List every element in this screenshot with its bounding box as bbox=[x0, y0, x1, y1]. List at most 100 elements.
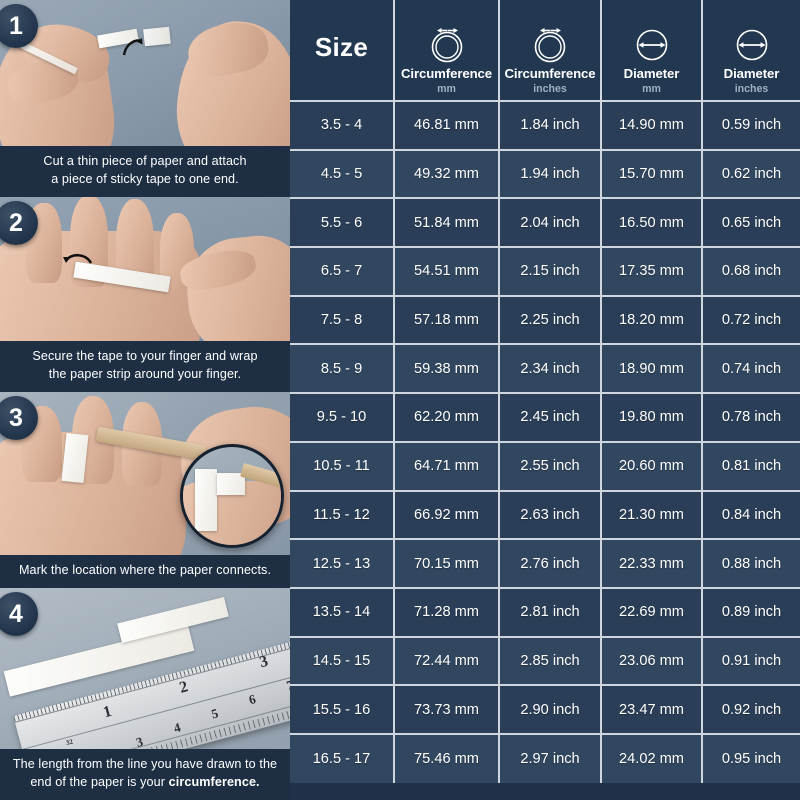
step-panel-1: Cut a thin piece of paper and attach a p… bbox=[0, 0, 290, 197]
cell-circumference_inches: 2.90 inch bbox=[500, 686, 602, 735]
cell-circumference_mm: 66.92 mm bbox=[395, 491, 500, 541]
cell-diameter_mm: 14.90 mm bbox=[602, 102, 703, 151]
step-caption-2-line1: Secure the tape to your finger and wrap bbox=[32, 349, 258, 364]
table-row: 9.5 - 10 62.20 mm 2.45 inch 19.80 mm 0.78 in… bbox=[290, 394, 800, 443]
column-header-circumference-mm: Circumference mm bbox=[395, 0, 500, 102]
step-number-badge-1: 1 bbox=[0, 4, 38, 48]
cell-circumference_mm: 57.18 mm bbox=[395, 296, 500, 346]
ruler-num-5b: 5 bbox=[209, 705, 220, 722]
cell-diameter_mm: 19.80 mm bbox=[602, 394, 703, 443]
cell-circumference_mm: 46.81 mm bbox=[395, 102, 500, 151]
cell-diameter_inches: 0.88 inch bbox=[703, 540, 800, 589]
curved-arrow-icon bbox=[120, 36, 146, 61]
cell-circumference_inches: 2.15 inch bbox=[500, 248, 602, 297]
step-panel-3: Mark the location where the paper connec… bbox=[0, 392, 290, 588]
cell-diameter_mm: 23.06 mm bbox=[602, 637, 703, 687]
cell-circumference_mm: 64.71 mm bbox=[395, 442, 500, 492]
cell-diameter_inches: 0.91 inch bbox=[703, 637, 800, 687]
step-panel-4: 32 1 2 3 1 2 3 4 5 6 7 The length from t… bbox=[0, 588, 290, 800]
table-row: 3.5 - 4 46.81 mm 1.84 inch 14.90 mm 0.59 inc… bbox=[290, 102, 800, 151]
cell-diameter_inches: 0.62 inch bbox=[703, 150, 800, 200]
cell-circumference_inches: 2.34 inch bbox=[500, 345, 602, 395]
cell-diameter_inches: 0.78 inch bbox=[703, 394, 800, 443]
circumference-icon bbox=[426, 25, 468, 65]
cell-size: 15.5 - 16 bbox=[290, 686, 395, 735]
diameter-icon bbox=[631, 25, 673, 65]
column-unit: mm bbox=[642, 82, 661, 95]
table-row: 12.5 - 13 70.15 mm 2.76 inch 22.33 mm 0.88 i… bbox=[290, 540, 800, 589]
step-panel-2: Secure the tape to your finger and wrap … bbox=[0, 197, 290, 392]
step-caption-1: Cut a thin piece of paper and attach a p… bbox=[0, 146, 290, 197]
column-unit: mm bbox=[437, 82, 456, 95]
cell-size: 4.5 - 5 bbox=[290, 150, 395, 200]
step-caption-2-line2: the paper strip around your finger. bbox=[48, 367, 242, 382]
cell-diameter_inches: 0.81 inch bbox=[703, 442, 800, 492]
cell-circumference_inches: 2.04 inch bbox=[500, 199, 602, 249]
cell-size: 6.5 - 7 bbox=[290, 248, 395, 297]
cell-circumference_inches: 2.45 inch bbox=[500, 394, 602, 443]
cell-diameter_inches: 0.59 inch bbox=[703, 102, 800, 151]
instructions-column: Cut a thin piece of paper and attach a p… bbox=[0, 0, 290, 800]
cell-circumference_mm: 62.20 mm bbox=[395, 394, 500, 443]
column-unit: inches bbox=[533, 82, 567, 95]
cell-circumference_inches: 2.97 inch bbox=[500, 734, 602, 784]
cell-circumference_mm: 51.84 mm bbox=[395, 199, 500, 249]
cell-diameter_inches: 0.72 inch bbox=[703, 296, 800, 346]
table-row: 15.5 - 16 73.73 mm 2.90 inch 23.47 mm 0.92 i… bbox=[290, 686, 800, 735]
cell-diameter_inches: 0.74 inch bbox=[703, 345, 800, 395]
ruler-num-6b: 6 bbox=[247, 691, 258, 708]
cell-size: 12.5 - 13 bbox=[290, 540, 395, 589]
cell-diameter_inches: 0.92 inch bbox=[703, 686, 800, 735]
size-title: Size bbox=[314, 31, 369, 62]
table-footer-strip bbox=[290, 783, 800, 800]
cell-circumference_inches: 2.76 inch bbox=[500, 540, 602, 589]
ring-size-table: Size bbox=[290, 0, 800, 784]
cell-size: 3.5 - 4 bbox=[290, 102, 395, 151]
ruler-num-4b: 4 bbox=[172, 719, 183, 736]
table-row: 11.5 - 12 66.92 mm 2.63 inch 21.30 mm 0.84 i… bbox=[290, 491, 800, 541]
cell-circumference_inches: 2.25 inch bbox=[500, 296, 602, 346]
cell-size: 10.5 - 11 bbox=[290, 442, 395, 492]
cell-diameter_inches: 0.84 inch bbox=[703, 491, 800, 541]
table-row: 16.5 - 17 75.46 mm 2.97 inch 24.02 mm 0.95 i… bbox=[290, 734, 800, 784]
cell-circumference_inches: 1.94 inch bbox=[500, 150, 602, 200]
table-row: 14.5 - 15 72.44 mm 2.85 inch 23.06 mm 0.91 i… bbox=[290, 637, 800, 687]
step-caption-4-line2: end of the paper is your circumference. bbox=[10, 774, 280, 792]
diameter-icon bbox=[731, 25, 773, 65]
cell-diameter_inches: 0.89 inch bbox=[703, 588, 800, 638]
column-title: Diameter bbox=[723, 65, 780, 81]
cell-diameter_mm: 18.90 mm bbox=[602, 345, 703, 395]
sticky-tape bbox=[143, 26, 171, 47]
ruler-num-1a: 1 bbox=[101, 702, 114, 722]
cell-size: 9.5 - 10 bbox=[290, 394, 395, 443]
step-caption-3-line1: Mark the location where the paper connec… bbox=[18, 563, 272, 578]
cell-circumference_inches: 1.84 inch bbox=[500, 102, 602, 151]
table-row: 8.5 - 9 59.38 mm 2.34 inch 18.90 mm 0.74 inc… bbox=[290, 345, 800, 395]
cell-circumference_inches: 2.85 inch bbox=[500, 637, 602, 687]
table-row: 6.5 - 7 54.51 mm 2.15 inch 17.35 mm 0.68 inc… bbox=[290, 248, 800, 297]
step-caption-4-prefix: end of the paper is your bbox=[30, 775, 169, 790]
ring-size-table-panel: Size bbox=[290, 0, 800, 800]
column-unit: inches bbox=[734, 82, 769, 95]
cell-diameter_mm: 22.69 mm bbox=[602, 588, 703, 638]
cell-circumference_mm: 54.51 mm bbox=[395, 248, 500, 297]
table-body: 3.5 - 4 46.81 mm 1.84 inch 14.90 mm 0.59 inc… bbox=[290, 102, 800, 784]
cell-circumference_inches: 2.81 inch bbox=[500, 588, 602, 638]
cell-diameter_mm: 18.20 mm bbox=[602, 296, 703, 346]
cell-circumference_mm: 73.73 mm bbox=[395, 686, 500, 735]
cell-diameter_mm: 22.33 mm bbox=[602, 540, 703, 589]
cell-diameter_inches: 0.68 inch bbox=[703, 248, 800, 297]
step-caption-4: The length from the line you have drawn … bbox=[0, 749, 290, 800]
cell-circumference_mm: 49.32 mm bbox=[395, 150, 500, 200]
cell-diameter_mm: 23.47 mm bbox=[602, 686, 703, 735]
cell-size: 14.5 - 15 bbox=[290, 637, 395, 687]
column-header-diameter-inches: Diameter inches bbox=[703, 0, 800, 102]
column-title: Diameter bbox=[623, 65, 680, 81]
column-title: Circumference bbox=[400, 65, 493, 81]
cell-circumference_inches: 2.63 inch bbox=[500, 491, 602, 541]
cell-size: 11.5 - 12 bbox=[290, 491, 395, 541]
column-header-circumference-inches: Circumference inches bbox=[500, 0, 602, 102]
cell-size: 13.5 - 14 bbox=[290, 588, 395, 638]
wrap-arrow-icon bbox=[62, 251, 96, 276]
